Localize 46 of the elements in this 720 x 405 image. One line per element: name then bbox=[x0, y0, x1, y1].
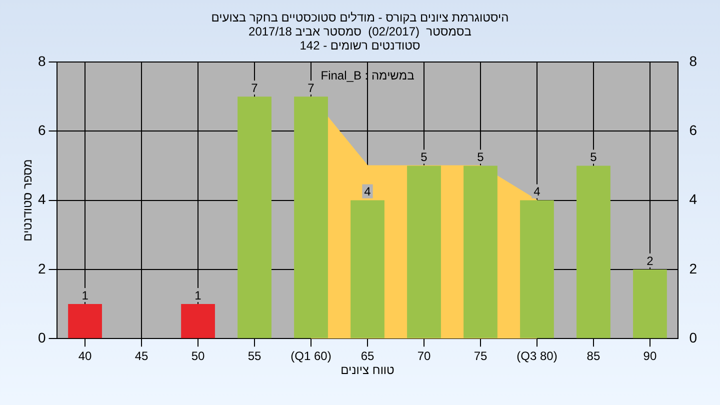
y-tick-label: 8 bbox=[38, 52, 46, 69]
data-label: 4 bbox=[364, 184, 372, 199]
data-label: 4 bbox=[534, 184, 541, 199]
bar bbox=[633, 269, 667, 338]
bar bbox=[407, 166, 441, 338]
x-tick-label: 40 bbox=[78, 349, 92, 364]
y-tick-label: 6 bbox=[38, 122, 46, 138]
annotation: במשימה : Final_B bbox=[320, 68, 414, 82]
y2-tick-label: 6 bbox=[689, 122, 698, 138]
x-tick-label: (Q1 60) bbox=[290, 349, 332, 364]
y2-tick-label: 8 bbox=[689, 52, 698, 69]
x-tick-label: 50 bbox=[191, 349, 206, 364]
data-label: 1 bbox=[82, 288, 89, 302]
y2-tick-label: 4 bbox=[689, 191, 698, 208]
y2-tick-label: 2 bbox=[689, 260, 698, 276]
bar bbox=[181, 304, 215, 338]
y-tick-label: 0 bbox=[38, 329, 46, 346]
data-label: 5 bbox=[477, 150, 484, 164]
bar bbox=[294, 96, 328, 338]
bar bbox=[238, 96, 272, 338]
x-tick-label: 70 bbox=[417, 349, 431, 364]
x-tick-label: 55 bbox=[248, 349, 262, 364]
data-label: 2 bbox=[646, 254, 654, 268]
data-label: 7 bbox=[251, 80, 258, 95]
x-tick-label: 45 bbox=[134, 349, 149, 364]
x-tick-label: 85 bbox=[586, 349, 600, 364]
x-tick-label: 75 bbox=[474, 349, 488, 364]
x-axis-title: טווח ציונים bbox=[340, 362, 395, 377]
y-tick-label: 4 bbox=[38, 191, 46, 208]
x-tick-label: (Q3 80) bbox=[516, 349, 558, 364]
x-tick-label: 65 bbox=[360, 349, 374, 364]
data-label: 5 bbox=[420, 150, 428, 164]
y2-tick-label: 0 bbox=[689, 329, 698, 346]
bar bbox=[464, 166, 498, 338]
bar bbox=[520, 200, 554, 338]
chart-subtitle: בסמסטר (02/2017) סמסטר אביב 2017/18 סטודנטים רשומים - 142 bbox=[248, 24, 472, 52]
data-label: 5 bbox=[590, 150, 598, 164]
x-tick-label: 90 bbox=[643, 349, 657, 364]
y-tick-label: 2 bbox=[38, 260, 46, 276]
data-label: 1 bbox=[194, 288, 202, 302]
bar bbox=[576, 166, 610, 338]
chart-title: היסטוגרמת ציונים בקורס - מודלים סטוכסטיים בחקר בצועים bbox=[211, 10, 509, 24]
data-label: 7 bbox=[308, 80, 315, 95]
bar bbox=[350, 200, 384, 338]
y-axis-title: מספר סטודנטים bbox=[20, 159, 34, 242]
bar bbox=[68, 304, 102, 338]
